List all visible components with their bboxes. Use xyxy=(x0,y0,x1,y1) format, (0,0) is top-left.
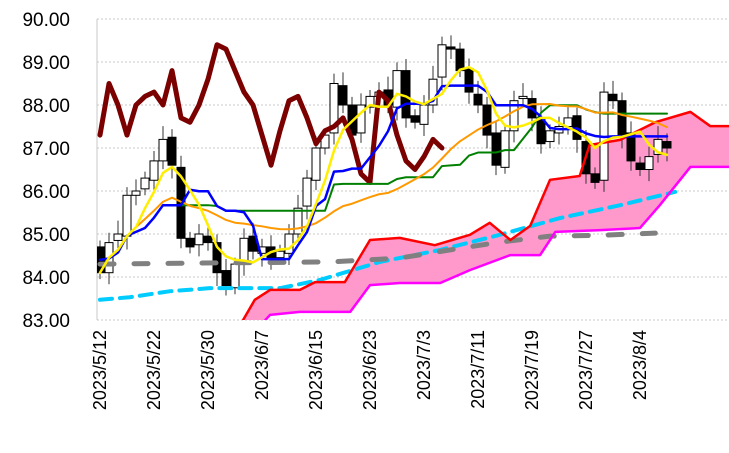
x-tick-label: 2023/8/4 xyxy=(630,330,650,400)
kijun-sen-line xyxy=(99,104,668,261)
plot-area xyxy=(97,35,729,320)
candle-down xyxy=(203,235,213,244)
candle-up xyxy=(131,190,141,196)
25-day-ma-line xyxy=(99,102,668,274)
x-tick-label: 2023/5/22 xyxy=(144,330,164,410)
x-tick-label: 2023/5/30 xyxy=(198,330,218,410)
x-tick-label: 2023/6/7 xyxy=(252,330,272,400)
candle-down xyxy=(167,136,177,166)
candle-up xyxy=(257,246,267,254)
y-tick-label: 88.00 xyxy=(22,96,70,117)
candle-up xyxy=(230,263,240,289)
candle-up xyxy=(419,104,429,125)
candle-down xyxy=(482,104,492,136)
x-tick-label: 2023/7/19 xyxy=(522,330,542,410)
candle-down xyxy=(446,46,456,50)
candle-down xyxy=(185,237,195,248)
candle-up xyxy=(113,233,123,241)
candle-down xyxy=(617,100,627,136)
candle-down xyxy=(455,48,465,72)
candle-up xyxy=(149,160,159,181)
x-tick-label: 2023/7/11 xyxy=(468,330,488,409)
y-tick-label: 90.00 xyxy=(22,10,70,31)
x-tick-label: 2023/6/23 xyxy=(360,330,380,410)
candle-down xyxy=(635,162,645,171)
candle-up xyxy=(509,100,519,132)
y-tick-label: 85.00 xyxy=(22,225,70,246)
candle-down xyxy=(212,242,222,274)
candle-down xyxy=(410,115,420,123)
x-tick-label: 2023/7/3 xyxy=(414,330,434,400)
candle-up xyxy=(392,70,402,108)
lagged-ma-line xyxy=(97,230,658,267)
candle-up xyxy=(329,83,339,134)
candle-down xyxy=(473,93,483,106)
long-ma-line xyxy=(98,189,678,302)
x-tick-label: 2023/7/27 xyxy=(576,330,596,410)
candle-down xyxy=(608,93,618,102)
candle-up xyxy=(365,95,375,108)
y-tick-label: 86.00 xyxy=(22,182,70,203)
y-tick-label: 83.00 xyxy=(22,311,70,332)
candle-up xyxy=(437,44,447,78)
candle-up xyxy=(140,177,150,190)
candle-up xyxy=(284,233,294,254)
candle-up xyxy=(311,147,321,181)
candle-down xyxy=(491,132,501,166)
candle-up xyxy=(275,250,285,259)
candle-up xyxy=(302,177,312,207)
candle-up xyxy=(644,156,654,171)
y-tick-label: 87.00 xyxy=(22,139,70,160)
candle-down xyxy=(590,173,600,183)
senkou-span-b-line xyxy=(263,165,729,320)
y-tick-label: 84.00 xyxy=(22,268,70,289)
candle-up xyxy=(158,138,168,162)
candle-down xyxy=(464,67,474,93)
5-day-ma-line xyxy=(98,65,669,274)
candle-up xyxy=(518,95,528,100)
candle-up xyxy=(122,194,132,237)
candle-up xyxy=(500,130,510,168)
x-tick-label: 2023/6/15 xyxy=(306,330,326,410)
candle-up xyxy=(545,130,555,143)
candle-up xyxy=(653,138,663,155)
candle-down xyxy=(221,270,231,287)
candle-down xyxy=(401,70,411,119)
candle-up xyxy=(194,233,204,246)
y-tick-label: 89.00 xyxy=(22,53,70,74)
candle-down xyxy=(338,85,348,106)
candle-up xyxy=(356,104,366,134)
chikou-span-line xyxy=(97,42,445,185)
candle-down xyxy=(662,141,672,149)
x-tick-label: 2023/5/12 xyxy=(90,330,110,410)
candle-up xyxy=(293,207,303,235)
senkou-span-a-line xyxy=(241,110,729,320)
